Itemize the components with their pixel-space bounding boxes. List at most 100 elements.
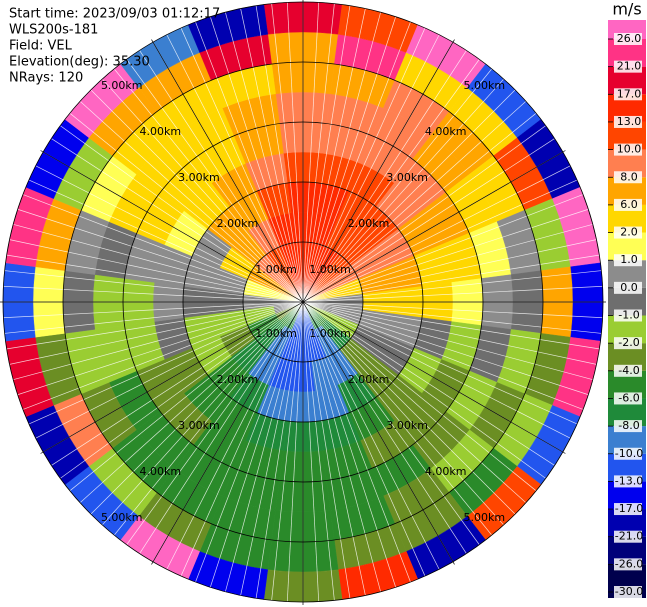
colorbar-label-bg — [614, 586, 642, 598]
ray-gap — [165, 31, 304, 303]
azimuth-line — [302, 150, 566, 303]
ray-gap — [302, 136, 558, 303]
ray-gap — [302, 66, 494, 303]
ray-gap — [57, 123, 304, 303]
ray-gap — [302, 25, 427, 303]
colorbar-tick-label: 6.0 — [620, 198, 638, 211]
ray-gap — [302, 301, 412, 586]
range-ring-label: 4.00km — [425, 465, 467, 478]
range-ring-label: 3.00km — [178, 171, 220, 184]
colorbar-label-bg — [614, 309, 642, 322]
ray-gap — [302, 111, 539, 303]
ray-gap — [302, 301, 558, 468]
ray-gap — [302, 301, 397, 591]
ray-gap — [165, 301, 304, 573]
range-ring-label: 1.00km — [255, 327, 297, 340]
ray-gap — [137, 47, 304, 303]
ray-gap — [302, 76, 507, 303]
colorbar-label-bg — [614, 143, 642, 156]
ray-gap — [112, 301, 304, 538]
colorbar-tick-label: -21.0 — [615, 530, 643, 543]
ray-gap — [19, 301, 304, 411]
ray-gap — [302, 301, 382, 595]
ray-gap — [302, 301, 605, 335]
azimuth-line — [302, 39, 455, 303]
colorbar-tick-label: 13.0 — [617, 115, 642, 128]
colorbar-label-bg — [614, 171, 642, 184]
colorbar-tick-label: 26.0 — [617, 32, 642, 45]
ray-gap — [19, 193, 304, 303]
range-ring-label: 5.00km — [463, 511, 505, 524]
colorbar-tick-label: 17.0 — [617, 87, 642, 100]
colorbar-label-bg — [614, 88, 642, 101]
azimuth-line — [151, 39, 304, 303]
ray-gap — [3, 254, 304, 303]
range-ring — [2, 1, 604, 603]
ray-gap — [99, 301, 304, 528]
ray-gap — [124, 301, 304, 548]
ray-gap — [194, 18, 304, 303]
ray-gap — [14, 301, 304, 396]
range-ring-label: 4.00km — [140, 465, 182, 478]
colorbar: m/s -30.0 -26.0 -21.0 -17.0 -13.0 -10.0 -8.0 -6.… — [608, 0, 646, 598]
azimuth-line — [151, 301, 304, 565]
ray-gap — [77, 301, 304, 506]
ray-gap — [302, 301, 482, 548]
ray-gap — [302, 301, 539, 493]
info-line: Field: VEL — [9, 39, 73, 54]
ray-gap — [270, 0, 304, 303]
ray-gap — [239, 301, 304, 599]
ray-gap — [302, 301, 606, 319]
ray-gap — [302, 301, 587, 411]
colorbar-tick-label: 2.0 — [620, 226, 638, 239]
colorbar-label-bg — [614, 60, 642, 73]
colorbar-label-bg — [614, 392, 642, 405]
ray-gap — [32, 301, 304, 440]
ray-gap — [302, 123, 549, 303]
colorbar-label-bg — [614, 198, 642, 211]
colorbar-tick-label: 21.0 — [617, 60, 642, 73]
range-ring-label: 1.00km — [309, 263, 351, 276]
colorbar-label-bg — [614, 364, 642, 377]
ray-gap — [302, 238, 600, 303]
range-ring-label: 4.00km — [425, 125, 467, 138]
ray-gap — [1, 301, 304, 335]
ray-gap — [302, 301, 600, 366]
ray-gap — [302, 31, 441, 303]
colorbar-tick-label: -17.0 — [615, 502, 643, 515]
ray-gap — [286, 0, 304, 303]
ray-gap — [14, 208, 304, 303]
ray-gap — [302, 301, 603, 350]
range-ring-label: 1.00km — [255, 263, 297, 276]
ray-gap — [302, 2, 351, 303]
colorbar-tick-label: 10.0 — [617, 143, 642, 156]
ray-gap — [224, 9, 304, 303]
ray-gap — [302, 301, 580, 426]
range-ring — [122, 121, 484, 483]
ray-gap — [286, 301, 304, 605]
range-ring-label: 3.00km — [178, 419, 220, 432]
ray-gap — [302, 208, 592, 303]
ray-gap — [302, 301, 507, 528]
ray-gap — [32, 164, 304, 303]
range-ring-label: 2.00km — [348, 217, 390, 230]
colorbar-tick-label: -13.0 — [615, 474, 643, 487]
azimuth-line — [302, 301, 455, 565]
colorbar-label-bg — [614, 33, 642, 45]
range-ring-label: 3.00km — [386, 419, 428, 432]
ray-gap — [57, 301, 304, 481]
ray-gap — [302, 164, 574, 303]
ray-gap — [302, 98, 529, 303]
ray-gap — [302, 178, 580, 303]
ray-gap — [302, 301, 351, 602]
ray-gap — [302, 18, 412, 303]
ray-gap — [302, 193, 587, 303]
colorbar-label-bg — [614, 420, 642, 433]
ray-gap — [302, 301, 367, 599]
info-line: Elevation(deg): 35.30 — [9, 55, 150, 70]
ray-gap — [302, 5, 367, 303]
colorbar-title: m/s — [612, 0, 641, 19]
colorbar-tick-label: -8.0 — [618, 419, 639, 432]
ray-gap — [270, 301, 304, 604]
